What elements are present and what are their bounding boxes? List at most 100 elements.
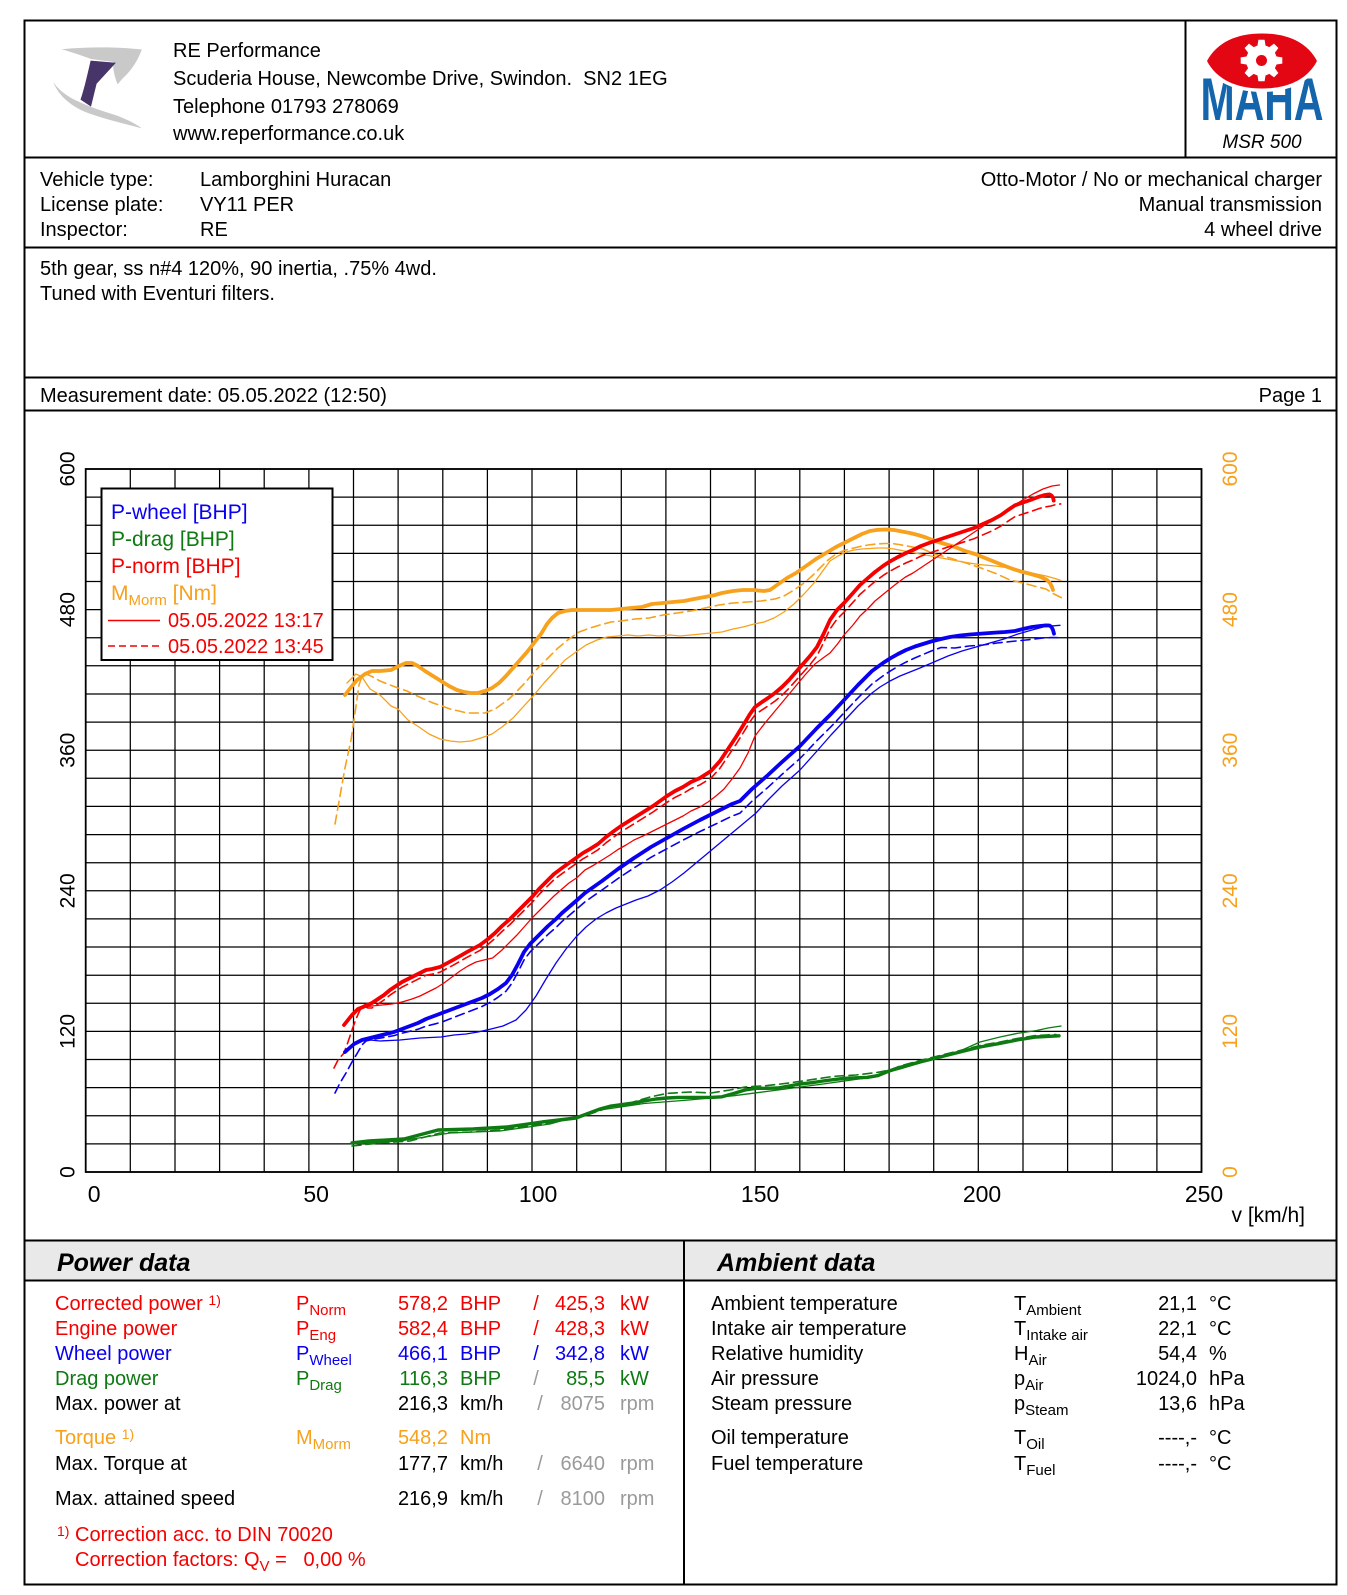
- svg-text:MSR 500: MSR 500: [1222, 132, 1302, 153]
- svg-text:BHP: BHP: [460, 1368, 501, 1390]
- svg-text:Ambient data: Ambient data: [716, 1249, 875, 1277]
- svg-text:VY11 PER: VY11 PER: [200, 194, 294, 216]
- svg-text:Vehicle type:: Vehicle type:: [40, 169, 153, 191]
- svg-text:216,9: 216,9: [398, 1488, 448, 1510]
- svg-text:22,1: 22,1: [1158, 1318, 1197, 1340]
- svg-text:P-wheel [BHP]: P-wheel [BHP]: [111, 501, 248, 524]
- svg-text:rpm: rpm: [620, 1453, 654, 1475]
- svg-text:200: 200: [963, 1181, 1001, 1207]
- svg-text:/: /: [533, 1343, 539, 1365]
- svg-text:kW: kW: [620, 1318, 649, 1340]
- svg-text:120: 120: [1219, 1014, 1242, 1049]
- svg-text:360: 360: [57, 733, 80, 768]
- svg-text:hPa: hPa: [1209, 1368, 1245, 1390]
- svg-text:4 wheel drive: 4 wheel drive: [1204, 219, 1322, 241]
- svg-text:P-drag [BHP]: P-drag [BHP]: [111, 528, 235, 551]
- svg-text:/: /: [533, 1318, 539, 1340]
- svg-text:Otto-Motor / No or mechanical: Otto-Motor / No or mechanical charger: [981, 169, 1323, 191]
- svg-text:250: 250: [1185, 1181, 1223, 1207]
- svg-text:177,7: 177,7: [398, 1453, 448, 1475]
- svg-text:BHP: BHP: [460, 1293, 501, 1315]
- svg-text:480: 480: [57, 592, 80, 627]
- svg-text:°C: °C: [1209, 1427, 1231, 1449]
- svg-text:RE Performance: RE Performance: [173, 40, 321, 62]
- svg-text:kW: kW: [620, 1368, 649, 1390]
- svg-text:Measurement date: 05.05.2022 (: Measurement date: 05.05.2022 (12:50): [40, 385, 387, 407]
- svg-text:05.05.2022 13:17: 05.05.2022 13:17: [168, 610, 324, 632]
- svg-text:/: /: [537, 1453, 543, 1475]
- svg-text:1024,0: 1024,0: [1136, 1368, 1197, 1390]
- svg-text:8075: 8075: [561, 1393, 606, 1415]
- svg-text:Power data: Power data: [57, 1249, 190, 1277]
- svg-text:km/h: km/h: [460, 1488, 503, 1510]
- svg-text:50: 50: [303, 1181, 329, 1207]
- svg-text:----,-: ----,-: [1158, 1427, 1197, 1449]
- svg-text:hPa: hPa: [1209, 1393, 1245, 1415]
- svg-text:www.reperformance.co.uk: www.reperformance.co.uk: [172, 123, 405, 145]
- svg-text:km/h: km/h: [460, 1393, 503, 1415]
- svg-text:8100: 8100: [561, 1488, 606, 1510]
- svg-text:600: 600: [57, 451, 80, 486]
- svg-text:480: 480: [1219, 592, 1242, 627]
- svg-text:/: /: [537, 1488, 543, 1510]
- svg-text:582,4: 582,4: [398, 1318, 448, 1340]
- svg-text:Telephone 01793 278069: Telephone 01793 278069: [173, 96, 399, 118]
- svg-text:v [km/h]: v [km/h]: [1231, 1204, 1305, 1227]
- svg-text:°C: °C: [1209, 1318, 1231, 1340]
- svg-text:Fuel temperature: Fuel temperature: [711, 1453, 863, 1475]
- svg-text:P-norm [BHP]: P-norm [BHP]: [111, 555, 241, 578]
- svg-text:0: 0: [1219, 1166, 1242, 1178]
- svg-text:rpm: rpm: [620, 1393, 654, 1415]
- svg-text:54,4: 54,4: [1158, 1343, 1197, 1365]
- svg-text:Manual transmission: Manual transmission: [1139, 194, 1322, 216]
- svg-text:85,5: 85,5: [566, 1368, 605, 1390]
- svg-text:Page 1: Page 1: [1259, 385, 1322, 407]
- svg-text:Air pressure: Air pressure: [711, 1368, 819, 1390]
- svg-text:6640: 6640: [561, 1453, 606, 1475]
- svg-text:Max. power at: Max. power at: [55, 1393, 181, 1415]
- svg-text:548,2: 548,2: [398, 1427, 448, 1449]
- svg-text:Ambient temperature: Ambient temperature: [711, 1293, 898, 1315]
- svg-text:Scuderia House, Newcombe Drive: Scuderia House, Newcombe Drive, Swindon.…: [173, 68, 668, 90]
- svg-text:Max. attained speed: Max. attained speed: [55, 1488, 235, 1510]
- svg-text:100: 100: [519, 1181, 557, 1207]
- svg-text:Lamborghini Huracan: Lamborghini Huracan: [200, 169, 391, 191]
- svg-text:BHP: BHP: [460, 1318, 501, 1340]
- svg-text:km/h: km/h: [460, 1453, 503, 1475]
- svg-text:216,3: 216,3: [398, 1393, 448, 1415]
- svg-text:Steam pressure: Steam pressure: [711, 1393, 852, 1415]
- svg-text:342,8: 342,8: [555, 1343, 605, 1365]
- svg-text:kW: kW: [620, 1293, 649, 1315]
- svg-text:13,6: 13,6: [1158, 1393, 1197, 1415]
- svg-text:150: 150: [741, 1181, 779, 1207]
- svg-text:466,1: 466,1: [398, 1343, 448, 1365]
- svg-text:0: 0: [88, 1181, 101, 1207]
- svg-text:120: 120: [57, 1014, 80, 1049]
- svg-text:Relative humidity: Relative humidity: [711, 1343, 863, 1365]
- svg-text:/: /: [533, 1368, 539, 1390]
- svg-text:°C: °C: [1209, 1453, 1231, 1475]
- svg-text:360: 360: [1219, 733, 1242, 768]
- svg-text:425,3: 425,3: [555, 1293, 605, 1315]
- svg-text:BHP: BHP: [460, 1343, 501, 1365]
- svg-text:Corrected power 1): Corrected power 1): [55, 1292, 221, 1315]
- svg-text:Torque 1): Torque 1): [55, 1426, 134, 1449]
- svg-text:/: /: [533, 1293, 539, 1315]
- svg-text:Max. Torque at: Max. Torque at: [55, 1453, 187, 1475]
- svg-text:116,3: 116,3: [399, 1368, 448, 1390]
- svg-text:Wheel power: Wheel power: [55, 1343, 172, 1365]
- svg-text:%: %: [1209, 1343, 1227, 1365]
- svg-text:rpm: rpm: [620, 1488, 654, 1510]
- svg-text:Tuned with Eventuri filters.: Tuned with Eventuri filters.: [40, 283, 275, 305]
- svg-text:kW: kW: [620, 1343, 649, 1365]
- svg-text:Engine power: Engine power: [55, 1318, 178, 1340]
- svg-text:Inspector:: Inspector:: [40, 219, 128, 241]
- svg-text:Oil temperature: Oil temperature: [711, 1427, 849, 1449]
- svg-text:Drag power: Drag power: [55, 1368, 159, 1390]
- svg-text:240: 240: [57, 873, 80, 908]
- svg-text:License plate:: License plate:: [40, 194, 163, 216]
- svg-text:5th gear, ss n#4 120%, 90 iner: 5th gear, ss n#4 120%, 90 inertia, .75% …: [40, 258, 437, 280]
- svg-text:RE: RE: [200, 219, 228, 241]
- svg-text:578,2: 578,2: [398, 1293, 448, 1315]
- svg-text:/: /: [537, 1393, 543, 1415]
